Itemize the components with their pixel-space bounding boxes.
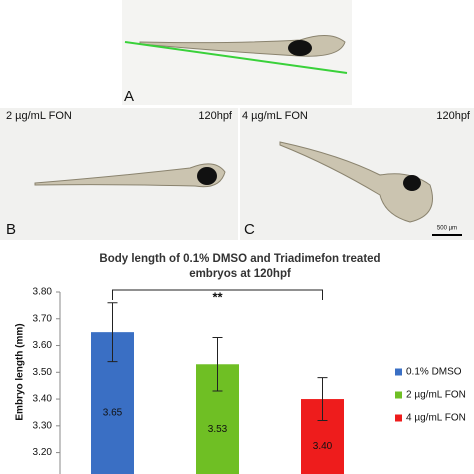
y-tick-label: 3.80 (33, 287, 53, 298)
error-bar (212, 337, 223, 392)
legend-swatch (395, 368, 402, 376)
legend-label: 0.1% DMSO (406, 367, 462, 378)
fish-c (279, 141, 433, 223)
error-bar (107, 302, 118, 363)
y-tick-label: 3.50 (33, 367, 53, 378)
fish-b-eye (197, 167, 217, 185)
fish-c-eye (403, 175, 421, 191)
chart-title: Body length of 0.1% DMSO and Triadimefon… (99, 253, 381, 280)
stage: 120hpf (198, 110, 233, 122)
y-axis-label: Embryo length (mm) (15, 323, 26, 420)
significance-bracket (112, 289, 323, 300)
legend-label: 4 µg/mL FON (406, 413, 466, 424)
fish-b (34, 163, 226, 188)
y-tick-label: 3.20 (33, 447, 53, 458)
fish-a-eye (288, 40, 312, 56)
y-tick-label: 3.30 (33, 420, 53, 431)
panel-label: C (244, 221, 255, 238)
value-label: 3.65 (103, 408, 123, 419)
stage: 120hpf (436, 110, 471, 122)
y-tick-label: 3.70 (33, 313, 53, 324)
legend-swatch (395, 414, 402, 422)
panel-label: A (124, 88, 134, 105)
legend-swatch (395, 391, 402, 399)
error-bar (317, 377, 328, 421)
panel-label: B (6, 221, 16, 238)
value-label: 3.40 (313, 441, 333, 452)
y-tick-label: 3.40 (33, 394, 53, 405)
length-line (124, 41, 348, 74)
significance: ** (212, 289, 223, 304)
y-tick-label: 3.60 (33, 340, 53, 351)
value-label: 3.53 (208, 424, 228, 435)
condition: 4 µg/mL FON (242, 110, 308, 122)
condition: 2 µg/mL FON (6, 110, 72, 122)
legend-label: 2 µg/mL FON (406, 390, 466, 401)
scale-label: 500 µm (437, 226, 457, 232)
